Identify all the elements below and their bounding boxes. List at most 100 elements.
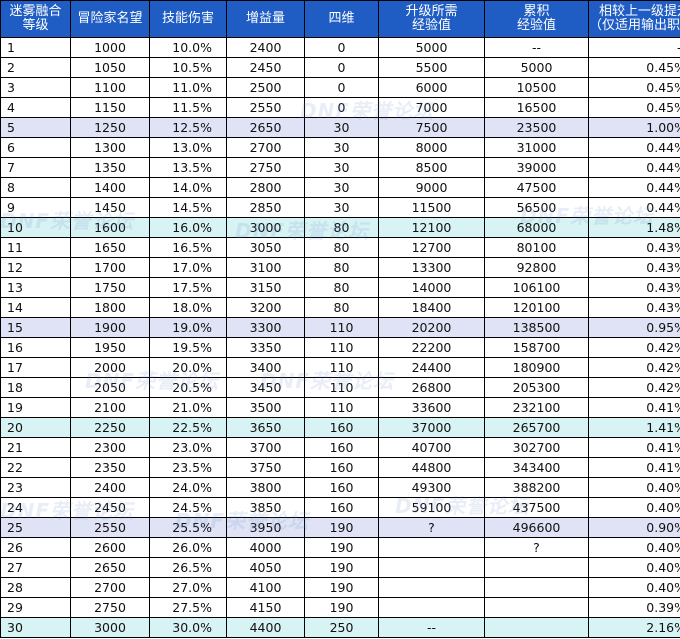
cell-level: 7 <box>0 157 71 178</box>
cell-level: 23 <box>0 477 71 498</box>
cell-level: 5 <box>0 117 71 138</box>
cell-stat: 30 <box>304 197 379 218</box>
cell-level: 14 <box>0 297 71 318</box>
cell-skill-damage: 25.5% <box>149 517 227 538</box>
cell-stat: 110 <box>304 337 379 358</box>
cell-skill-damage: 26.0% <box>149 537 227 558</box>
cell-stat: 0 <box>304 37 379 58</box>
cell-gain: 1.00% <box>588 117 680 138</box>
cell-stat: 0 <box>304 57 379 78</box>
cell-stat: 110 <box>304 317 379 338</box>
cell-level: 12 <box>0 257 71 278</box>
cell-buff: 2400 <box>226 37 305 58</box>
header-exp: 升级所需 经验值 <box>378 0 485 38</box>
cell-cumulative-exp: 23500 <box>484 117 589 138</box>
cell-level: 20 <box>0 417 71 438</box>
cell-fame: 1350 <box>70 157 150 178</box>
cell-cumulative-exp: 16500 <box>484 97 589 118</box>
cell-buff: 3750 <box>226 457 305 478</box>
cell-gain: 0.41% <box>588 457 680 478</box>
cell-gain: 0.45% <box>588 97 680 118</box>
cell-skill-damage: 10.0% <box>149 37 227 58</box>
cell-buff: 3100 <box>226 257 305 278</box>
cell-fame: 1650 <box>70 237 150 258</box>
cell-buff: 3200 <box>226 297 305 318</box>
cell-fame: 2350 <box>70 457 150 478</box>
cell-buff: 2750 <box>226 157 305 178</box>
cell-gain: 2.16% <box>588 617 680 638</box>
cell-skill-damage: 13.0% <box>149 137 227 158</box>
cell-gain: 0.41% <box>588 397 680 418</box>
cell-buff: 2550 <box>226 97 305 118</box>
cell-exp: 40700 <box>378 437 485 458</box>
cell-cumulative-exp <box>484 557 589 578</box>
cell-level: 29 <box>0 597 71 618</box>
cell-gain: 0.44% <box>588 177 680 198</box>
cell-skill-damage: 20.5% <box>149 377 227 398</box>
cell-fame: 2100 <box>70 397 150 418</box>
cell-buff: 2500 <box>226 77 305 98</box>
cell-gain: 0.42% <box>588 337 680 358</box>
cell-level: 18 <box>0 377 71 398</box>
cell-exp <box>378 537 485 558</box>
cell-fame: 2650 <box>70 557 150 578</box>
cell-stat: 160 <box>304 497 379 518</box>
cell-level: 21 <box>0 437 71 458</box>
cell-cumulative-exp: 106100 <box>484 277 589 298</box>
cell-buff: 3000 <box>226 217 305 238</box>
cell-skill-damage: 30.0% <box>149 617 227 638</box>
cell-stat: 160 <box>304 417 379 438</box>
cell-fame: 2000 <box>70 357 150 378</box>
cell-fame: 2750 <box>70 597 150 618</box>
cell-buff: 2800 <box>226 177 305 198</box>
cell-level: 26 <box>0 537 71 558</box>
cell-stat: 110 <box>304 357 379 378</box>
cell-exp <box>378 577 485 598</box>
cell-level: 9 <box>0 197 71 218</box>
cell-level: 25 <box>0 517 71 538</box>
cell-fame: 2600 <box>70 537 150 558</box>
cell-exp: 22200 <box>378 337 485 358</box>
cell-fame: 2550 <box>70 517 150 538</box>
cell-gain: 0.40% <box>588 477 680 498</box>
cell-fame: 1750 <box>70 277 150 298</box>
cell-buff: 2850 <box>226 197 305 218</box>
cell-skill-damage: 17.0% <box>149 257 227 278</box>
cell-buff: 4000 <box>226 537 305 558</box>
cell-fame: 1900 <box>70 317 150 338</box>
cell-buff: 2700 <box>226 137 305 158</box>
header-cumulative-exp: 累积 经验值 <box>484 0 589 38</box>
cell-skill-damage: 13.5% <box>149 157 227 178</box>
cell-cumulative-exp: 92800 <box>484 257 589 278</box>
cell-stat: 110 <box>304 377 379 398</box>
cell-buff: 4050 <box>226 557 305 578</box>
cell-fame: 1150 <box>70 97 150 118</box>
cell-level: 15 <box>0 317 71 338</box>
cell-exp: ? <box>378 517 485 538</box>
cell-skill-damage: 27.0% <box>149 577 227 598</box>
cell-fame: 1450 <box>70 197 150 218</box>
cell-stat: 80 <box>304 297 379 318</box>
cell-exp: 9000 <box>378 177 485 198</box>
cell-skill-damage: 17.5% <box>149 277 227 298</box>
cell-level: 24 <box>0 497 71 518</box>
cell-cumulative-exp: 232100 <box>484 397 589 418</box>
cell-cumulative-exp <box>484 617 589 638</box>
cell-skill-damage: 26.5% <box>149 557 227 578</box>
cell-stat: 80 <box>304 257 379 278</box>
cell-buff: 3150 <box>226 277 305 298</box>
cell-buff: 3050 <box>226 237 305 258</box>
